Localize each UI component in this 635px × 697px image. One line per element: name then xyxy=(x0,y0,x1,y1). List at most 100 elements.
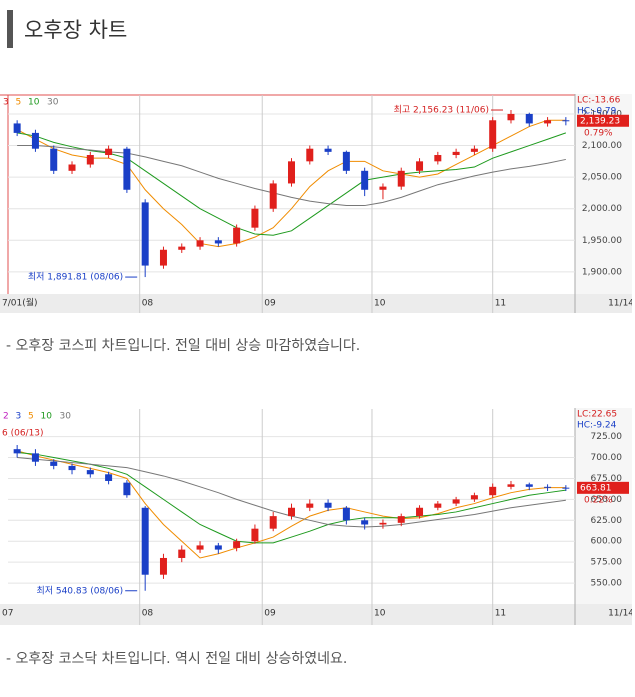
plot-bg xyxy=(0,94,632,313)
y-tick-label: 650.00 xyxy=(591,495,623,505)
candle-body xyxy=(342,507,350,521)
candle-body xyxy=(434,155,442,162)
candle-body xyxy=(31,453,39,462)
candle-body xyxy=(507,113,515,121)
candle-body xyxy=(233,227,241,244)
legend-item: 5 xyxy=(16,98,22,108)
candle-body xyxy=(416,161,424,171)
candle-body xyxy=(251,208,259,228)
caption: - 오후장 코스피 차트입니다. 전일 대비 상승 마감하였습니다. xyxy=(6,338,361,354)
candle-body xyxy=(470,148,478,152)
candle-body xyxy=(68,465,76,471)
ma-line xyxy=(17,452,566,544)
y-tick-label: 1,900.00 xyxy=(582,267,622,277)
y-tick-label: 600.00 xyxy=(591,537,623,547)
legend-item: 5 xyxy=(28,412,34,422)
x-tick-label: 11/14 xyxy=(608,609,632,619)
title-bar xyxy=(7,10,13,48)
candle-body xyxy=(13,449,21,454)
candle-body xyxy=(105,148,113,156)
candle-body xyxy=(416,507,424,517)
candle-body xyxy=(379,522,387,525)
candle-body xyxy=(196,240,204,247)
caption: - 오후장 코스닥 차트입니다. 역시 전일 대비 상승하였네요. xyxy=(6,651,348,667)
candle-body xyxy=(544,120,552,124)
x-tick-label: 08 xyxy=(142,609,154,619)
x-axis-band xyxy=(0,294,632,313)
x-tick-label: 10 xyxy=(374,609,386,619)
candle-body xyxy=(86,155,94,165)
chart: 550.00 575.00 600.00 625.00 650.00 675.00 700.… xyxy=(0,408,632,625)
candle-body xyxy=(68,164,76,171)
last-box xyxy=(577,114,629,127)
hc-label: HC:-0.79 xyxy=(577,107,617,117)
x-tick-label: 08 xyxy=(142,299,154,309)
candle-body xyxy=(123,482,131,496)
x-axis-band xyxy=(0,604,632,625)
x-tick-label: 7/01(월) xyxy=(2,297,38,309)
y-tick-label: 1,950.00 xyxy=(582,236,622,246)
last-label: 663.81 xyxy=(580,483,612,493)
last-box xyxy=(577,481,629,494)
candle-body xyxy=(489,120,497,149)
y-axis-band xyxy=(575,94,632,294)
plot-bg xyxy=(0,408,632,625)
x-tick-label: 09 xyxy=(264,299,276,309)
candle-body xyxy=(544,486,552,488)
candle-body xyxy=(379,186,387,190)
x-tick-label: 11 xyxy=(495,299,506,309)
candle-body xyxy=(288,507,295,517)
chart: 1,900.00 1,950.00 2,000.00 2,050.00 2,100.00… xyxy=(0,94,632,313)
candle-body xyxy=(489,486,497,496)
candle-body xyxy=(214,545,222,550)
change-label: 0.79% xyxy=(584,128,613,138)
y-tick-label: 700.00 xyxy=(591,453,623,463)
legend-item: 30 xyxy=(47,98,59,108)
candle-body xyxy=(525,113,533,124)
candle-body xyxy=(123,148,131,190)
x-tick-label: 07 xyxy=(2,609,13,619)
lc-label: LC:-13.66 xyxy=(577,96,621,106)
high-annotation: 최고 2,156.23 (11/06) xyxy=(394,105,489,116)
y-tick-label: 675.00 xyxy=(591,474,623,484)
candle-body xyxy=(397,170,405,187)
x-tick-label: 11 xyxy=(495,609,506,619)
candle-body xyxy=(269,516,277,529)
candle-body xyxy=(562,120,570,122)
candle-body xyxy=(13,123,21,133)
candle-body xyxy=(159,249,167,266)
y-tick-label: 575.00 xyxy=(591,558,623,568)
lc-label: LC:22.65 xyxy=(577,410,617,420)
candle-body xyxy=(178,549,186,558)
x-tick-label: 09 xyxy=(264,609,276,619)
candle-body xyxy=(562,487,570,489)
candle-body xyxy=(324,148,332,152)
candle-body xyxy=(233,541,241,548)
y-tick-label: 625.00 xyxy=(591,516,623,526)
legend-item: 2 xyxy=(3,412,9,422)
change-label: 0.22% xyxy=(584,495,613,505)
candle-body xyxy=(159,557,167,575)
legend-item: 3 xyxy=(16,412,22,422)
candle-body xyxy=(105,474,113,481)
hc-label: HC:-9.24 xyxy=(577,421,617,431)
candle-body xyxy=(507,484,515,487)
candle-body xyxy=(31,132,39,149)
candle-body xyxy=(434,503,442,508)
legend-item: 30 xyxy=(60,412,72,422)
y-tick-label: 550.00 xyxy=(591,579,623,589)
candle-body xyxy=(324,502,332,508)
candle-body xyxy=(361,170,369,190)
low-annotation: 최저 1,891.81 (08/06) xyxy=(28,272,123,283)
candle-body xyxy=(178,246,186,250)
candle-body xyxy=(525,484,533,487)
candle-body xyxy=(86,470,94,475)
candle-body xyxy=(141,507,149,575)
y-tick-label: 725.00 xyxy=(591,432,623,442)
legend-item: 10 xyxy=(41,412,53,422)
y-tick-label: 2,100.00 xyxy=(582,141,622,151)
candle-body xyxy=(214,240,222,244)
candle-body xyxy=(251,528,259,542)
candle-body xyxy=(452,151,460,156)
candle-body xyxy=(141,202,149,266)
